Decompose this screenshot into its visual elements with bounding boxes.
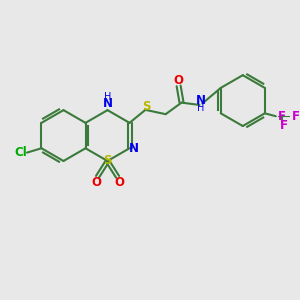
Text: F: F: [280, 119, 288, 132]
Text: Cl: Cl: [14, 146, 27, 159]
Text: O: O: [91, 176, 101, 189]
Text: N: N: [103, 97, 112, 110]
Text: N: N: [129, 142, 139, 155]
Text: H: H: [197, 103, 205, 113]
Text: S: S: [142, 100, 151, 113]
Text: F: F: [278, 110, 286, 123]
Text: F: F: [292, 110, 300, 123]
Text: N: N: [196, 94, 206, 106]
Text: H: H: [104, 92, 111, 102]
Text: O: O: [114, 176, 124, 189]
Text: O: O: [174, 74, 184, 87]
Text: S: S: [103, 154, 112, 167]
